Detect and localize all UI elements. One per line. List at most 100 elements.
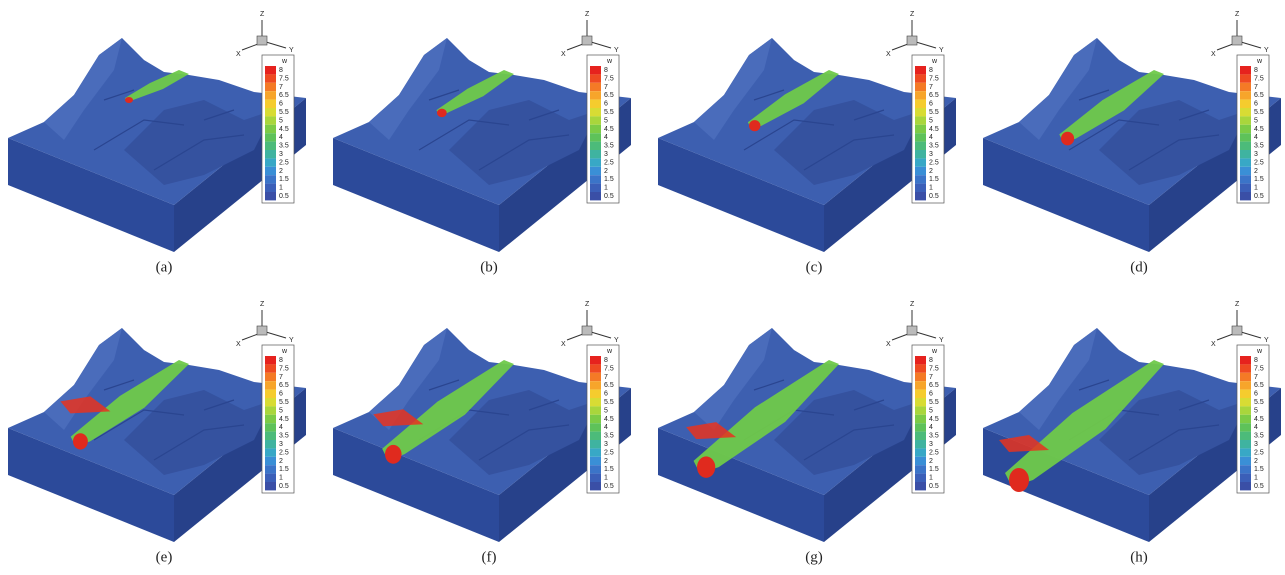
legend-swatch bbox=[1240, 167, 1251, 175]
legend-swatch bbox=[915, 116, 926, 124]
legend-label: 7.5 bbox=[1254, 365, 1264, 372]
axis-cube bbox=[582, 36, 592, 45]
legend-swatch bbox=[265, 192, 276, 200]
legend-swatch bbox=[590, 373, 601, 381]
caption: (c) bbox=[806, 259, 823, 275]
legend-title: w bbox=[281, 348, 288, 355]
figure: ZYXw87.576.565.554.543.532.521.510.5(a)Z… bbox=[0, 0, 1285, 575]
legend-swatch bbox=[915, 175, 926, 183]
axis-label: Y bbox=[939, 337, 944, 344]
legend-swatch bbox=[265, 423, 276, 431]
legend-swatch bbox=[590, 133, 601, 141]
caption: (e) bbox=[156, 549, 173, 565]
legend-swatch bbox=[915, 423, 926, 431]
legend-label: 7 bbox=[604, 84, 608, 91]
axis-label: Z bbox=[1235, 301, 1240, 308]
legend-swatch bbox=[590, 474, 601, 482]
legend-label: 4.5 bbox=[604, 416, 614, 423]
legend-label: 5.5 bbox=[1254, 399, 1264, 406]
legend-swatch bbox=[1240, 432, 1251, 440]
legend-label: 1 bbox=[604, 475, 608, 482]
axis-cube bbox=[1232, 326, 1242, 335]
legend-swatch bbox=[915, 83, 926, 91]
legend-label: 6.5 bbox=[604, 92, 614, 99]
legend-swatch bbox=[1240, 415, 1251, 423]
legend-label: 3 bbox=[929, 151, 933, 158]
legend-label: 1 bbox=[604, 185, 608, 192]
axis-x bbox=[242, 44, 258, 50]
legend-swatch bbox=[1240, 175, 1251, 183]
legend-label: 3.5 bbox=[604, 433, 614, 440]
legend-swatch bbox=[265, 398, 276, 406]
legend-swatch bbox=[265, 381, 276, 389]
legend-swatch bbox=[915, 192, 926, 200]
legend-label: 2.5 bbox=[929, 449, 939, 456]
legend-label: 1 bbox=[1254, 185, 1258, 192]
legend-label: 4.5 bbox=[929, 416, 939, 423]
legend-label: 1 bbox=[929, 475, 933, 482]
legend-swatch bbox=[265, 175, 276, 183]
legend-swatch bbox=[1240, 91, 1251, 99]
axis-x bbox=[892, 334, 908, 340]
legend-label: 6.5 bbox=[1254, 92, 1264, 99]
legend-label: 1.5 bbox=[604, 176, 614, 183]
axis-label: Y bbox=[939, 47, 944, 54]
legend-label: 2 bbox=[604, 168, 608, 175]
legend-label: 6 bbox=[929, 101, 933, 108]
legend-label: 8 bbox=[1254, 67, 1258, 74]
legend-label: 2 bbox=[279, 168, 283, 175]
legend-label: 7 bbox=[929, 84, 933, 91]
legend-swatch bbox=[1240, 83, 1251, 91]
legend-swatch bbox=[590, 167, 601, 175]
legend-swatch bbox=[590, 175, 601, 183]
debris-front bbox=[1009, 468, 1029, 492]
caption: (g) bbox=[805, 549, 823, 565]
legend-swatch bbox=[1240, 150, 1251, 158]
legend-label: 0.5 bbox=[604, 483, 614, 490]
legend-label: 2.5 bbox=[279, 159, 289, 166]
legend-label: 0.5 bbox=[1254, 193, 1264, 200]
legend-label: 5.5 bbox=[929, 399, 939, 406]
legend-swatch bbox=[265, 432, 276, 440]
axis-x bbox=[1217, 44, 1233, 50]
axis-cube bbox=[1232, 36, 1242, 45]
axis-label: Z bbox=[260, 301, 265, 308]
legend-swatch bbox=[915, 150, 926, 158]
legend-label: 0.5 bbox=[929, 193, 939, 200]
legend-label: 8 bbox=[604, 357, 608, 364]
legend-swatch bbox=[915, 142, 926, 150]
legend-swatch bbox=[590, 184, 601, 192]
legend-swatch bbox=[590, 423, 601, 431]
legend-swatch bbox=[915, 457, 926, 465]
legend-title: w bbox=[1256, 348, 1263, 355]
legend-swatch bbox=[590, 192, 601, 200]
legend-label: 5 bbox=[604, 117, 608, 124]
legend-swatch bbox=[590, 83, 601, 91]
debris-front bbox=[125, 97, 133, 103]
legend-label: 5 bbox=[279, 407, 283, 414]
legend-swatch bbox=[1240, 373, 1251, 381]
legend-swatch bbox=[590, 100, 601, 108]
legend-swatch bbox=[915, 406, 926, 414]
legend-label: 5.5 bbox=[1254, 109, 1264, 116]
legend-swatch bbox=[915, 74, 926, 82]
legend-label: 6 bbox=[604, 391, 608, 398]
legend-swatch bbox=[265, 83, 276, 91]
axis-cube bbox=[907, 36, 917, 45]
legend-label: 6.5 bbox=[279, 382, 289, 389]
legend-title: w bbox=[606, 348, 613, 355]
axis-cube bbox=[582, 326, 592, 335]
legend-label: 7 bbox=[279, 374, 283, 381]
legend-label: 2 bbox=[929, 168, 933, 175]
axis-label: Y bbox=[289, 47, 294, 54]
legend-swatch bbox=[1240, 74, 1251, 82]
legend-label: 8 bbox=[604, 67, 608, 74]
legend-title: w bbox=[931, 348, 938, 355]
legend-label: 5 bbox=[279, 117, 283, 124]
legend-label: 7 bbox=[1254, 84, 1258, 91]
legend-title: w bbox=[281, 58, 288, 65]
debris-front bbox=[749, 120, 760, 131]
caption: (h) bbox=[1130, 549, 1148, 565]
legend-swatch bbox=[590, 158, 601, 166]
legend-title: w bbox=[606, 58, 613, 65]
